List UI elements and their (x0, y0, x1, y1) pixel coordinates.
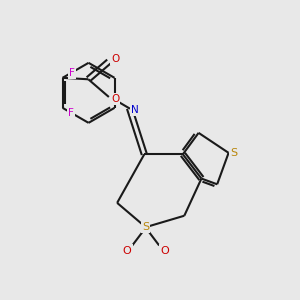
Text: O: O (160, 246, 169, 256)
Text: S: S (230, 148, 237, 158)
Text: F: F (68, 108, 74, 118)
Text: S: S (142, 222, 149, 232)
Text: N: N (131, 105, 139, 115)
Text: F: F (69, 68, 75, 78)
Text: O: O (123, 246, 131, 256)
Text: O: O (111, 94, 119, 104)
Text: O: O (111, 54, 119, 64)
